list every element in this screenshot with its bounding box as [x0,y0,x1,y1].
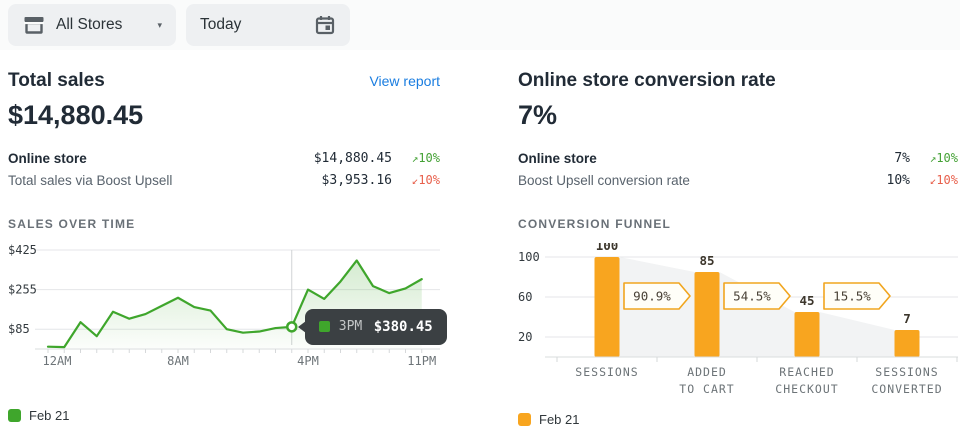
metric-value: $3,953.16 [321,172,392,188]
metric-row-online-store-conversion: Online store 7% ↗10% [518,147,958,169]
conversion-rate-title: Online store conversion rate [518,70,776,91]
conversion-metric-rows: Online store 7% ↗10% Boost Upsell conver… [518,147,958,191]
bar-value-label: 45 [799,293,814,308]
sales-line-chart: $425 $255 $85 12AM 8AM 4PM 11PM 3PM $380.45 [8,241,447,374]
funnel-bar[interactable] [894,330,920,357]
metric-delta: ↗10% [411,151,440,165]
y-axis-tick: $255 [8,283,37,297]
conversion-tag [723,282,791,310]
total-sales-panel: Total sales View report $14,880.45 Onlin… [8,50,447,427]
x-axis-tick: 11PM [407,354,436,368]
bar-value-label: 85 [699,253,714,268]
conversion-tag [623,282,691,310]
bar-value-label: 100 [596,243,619,253]
view-report-link[interactable]: View report [369,73,440,89]
conversion-rate-panel: Online store conversion rate 7% Online s… [518,50,958,427]
x-axis-tick: 8AM [167,354,189,368]
funnel-bar[interactable] [794,312,820,357]
calendar-icon [314,14,336,36]
trend-up-icon: ↗ [411,152,419,165]
highlighted-point[interactable] [286,321,298,333]
conversion-tag [823,282,891,310]
metric-label: Online store [518,150,597,166]
total-sales-title: Total sales [8,70,105,91]
conversion-funnel-label: CONVERSION FUNNEL [518,217,672,231]
funnel-category-label: REACHED [779,365,834,379]
funnel-bar[interactable] [594,257,620,357]
sales-line [46,259,423,349]
sales-legend-swatch [8,409,21,422]
metric-label: Total sales via Boost Upsell [8,172,173,188]
metric-delta: ↙10% [929,173,958,187]
sales-metric-rows: Online store $14,880.45 ↗10% Total sales… [8,147,440,191]
metric-delta: ↙10% [411,173,440,187]
funnel-category-label: CHECKOUT [775,382,838,396]
tooltip-series-swatch [318,321,330,333]
date-filter-button[interactable]: Today [186,4,350,46]
store-filter-button[interactable]: All Stores ▾ [8,4,176,46]
chevron-down-icon: ▾ [157,19,162,30]
sales-legend-label: Feb 21 [29,408,70,423]
metric-row-boost-upsell-sales: Total sales via Boost Upsell $3,953.16 ↙… [8,169,440,191]
funnel-category-label: SESSIONS [875,365,938,379]
store-filter-label: All Stores [56,16,123,33]
metric-value: 10% [886,172,910,188]
date-filter-label: Today [200,16,242,33]
x-axis-tick: 4PM [297,354,319,368]
x-axis-tick: 12AM [43,354,72,368]
conversion-funnel-chart: 100 60 20 100 85 45 7 90.9% 54.5% 15.5% SESSIONS AD… [518,238,958,404]
chart-tooltip: 3PM $380.45 [297,308,447,345]
funnel-legend-label: Feb 21 [539,412,580,427]
metric-label: Online store [8,150,87,166]
metric-label: Boost Upsell conversion rate [518,172,690,188]
conversion-tag-label: 90.9% [633,289,671,304]
sales-line-chart-svg[interactable]: $425 $255 $85 12AM 8AM 4PM 11PM [8,241,440,369]
y-axis-tick: 20 [518,330,532,344]
trend-up-icon: ↗ [929,152,937,165]
conversion-rate-value: 7% [518,100,558,130]
funnel-bar[interactable] [694,272,720,357]
conversion-tag-label: 54.5% [733,289,771,304]
tooltip-time-label: 3PM [338,319,363,335]
top-filter-bar: All Stores ▾ Today [0,0,960,50]
tooltip-value: $380.45 [373,318,433,335]
y-axis-tick: 100 [518,250,540,264]
funnel-legend: Feb 21 [518,412,958,427]
y-axis-tick: $425 [8,243,37,257]
conversion-funnel-chart-svg[interactable]: 100 60 20 100 85 45 7 90.9% 54.5% 15.5% SESSIONS AD… [518,238,958,399]
metric-row-boost-upsell-conversion: Boost Upsell conversion rate 10% ↙10% [518,169,958,191]
sales-over-time-label: SALES OVER TIME [8,217,136,231]
funnel-category-label: TO CART [679,382,734,396]
funnel-legend-swatch [518,413,531,426]
trend-down-icon: ↙ [929,174,937,187]
y-axis-tick: 60 [518,290,532,304]
trend-down-icon: ↙ [411,174,419,187]
funnel-category-label: ADDED [687,365,727,379]
metric-value: $14,880.45 [313,150,392,166]
metric-row-online-store-sales: Online store $14,880.45 ↗10% [8,147,440,169]
funnel-category-label: CONVERTED [871,382,942,396]
y-axis-tick: $85 [8,322,30,336]
store-icon [22,14,46,36]
funnel-category-label: SESSIONS [575,365,638,379]
sales-legend: Feb 21 [8,408,440,423]
conversion-tag-label: 15.5% [833,289,871,304]
metric-value: 7% [894,150,910,166]
total-sales-value: $14,880.45 [8,100,144,130]
metric-delta: ↗10% [929,151,958,165]
bar-value-label: 7 [903,311,911,326]
dashboard-panels: Total sales View report $14,880.45 Onlin… [0,50,960,427]
